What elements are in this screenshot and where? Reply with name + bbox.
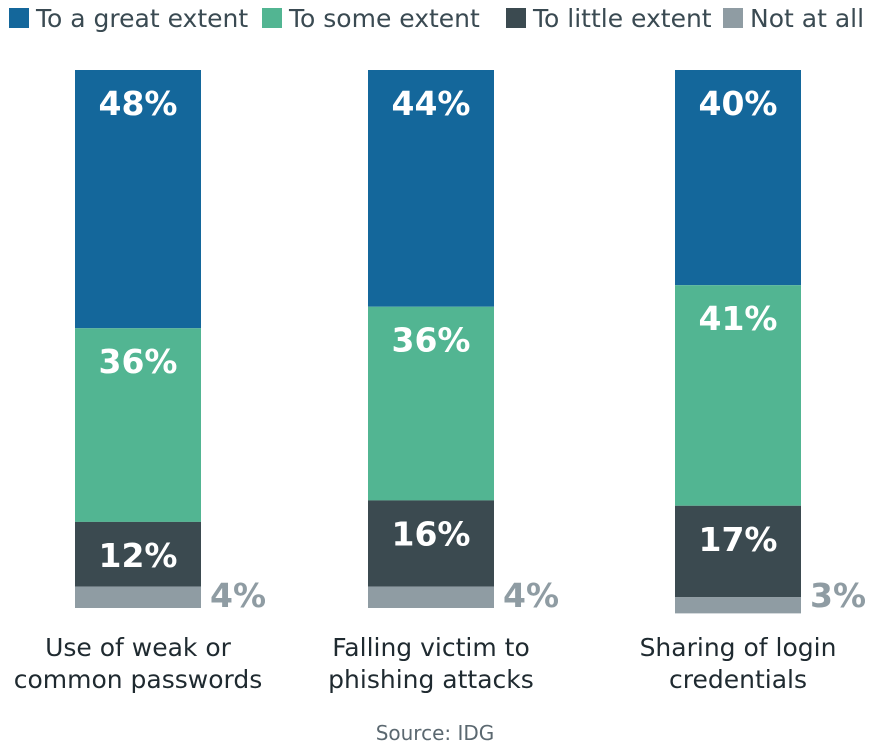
legend-label-1: To some extent xyxy=(288,4,480,33)
category-label-line: phishing attacks xyxy=(328,665,534,694)
legend: To a great extent To some extent To little… xyxy=(9,4,864,33)
category-label-line: Use of weak or xyxy=(45,633,232,662)
bar-segment-1-3 xyxy=(368,586,494,608)
category-label-0: Use of weak or common passwords xyxy=(14,633,263,694)
data-label-2-3: 3% xyxy=(810,576,866,615)
data-label-2-2: 17% xyxy=(699,520,778,559)
category-label-line: credentials xyxy=(669,665,807,694)
bar-segment-0-2 xyxy=(75,521,201,587)
data-label-0-3: 4% xyxy=(210,576,266,615)
category-label-line: Sharing of login xyxy=(640,633,837,662)
legend-swatch-2 xyxy=(506,8,526,28)
bar-segment-0-3 xyxy=(75,586,201,608)
bar-segment-2-0 xyxy=(675,70,801,286)
bar-segment-0-1 xyxy=(75,328,201,522)
category-label-line: Falling victim to xyxy=(332,633,530,662)
data-label-2-1: 41% xyxy=(699,299,778,338)
legend-label-3: Not at all xyxy=(750,4,864,33)
data-label-2-0: 40% xyxy=(699,84,778,123)
bars: 48% 36% 12% 4% 44% 36% 16% 4% 40% 41% 17% 3% xyxy=(75,70,866,615)
legend-swatch-1 xyxy=(262,8,282,28)
bar-segment-1-1 xyxy=(368,306,494,501)
bar-segment-1-2 xyxy=(368,500,494,587)
legend-swatch-0 xyxy=(9,8,29,28)
source-note: Source: IDG xyxy=(376,721,495,745)
legend-label-0: To a great extent xyxy=(35,4,248,33)
category-label-2: Sharing of login credentials xyxy=(640,633,837,694)
data-label-0-1: 36% xyxy=(99,342,178,381)
bar-segment-1-0 xyxy=(368,70,494,307)
category-label-1: Falling victim to phishing attacks xyxy=(328,633,534,694)
data-label-1-1: 36% xyxy=(392,321,471,360)
legend-swatch-3 xyxy=(723,8,743,28)
data-label-0-0: 48% xyxy=(99,84,178,123)
category-label-line: common passwords xyxy=(14,665,263,694)
data-label-1-2: 16% xyxy=(392,514,471,553)
category-labels: Use of weak or common passwords Falling vi… xyxy=(14,633,837,694)
bar-segment-2-1 xyxy=(675,285,801,506)
bar-segment-0-0 xyxy=(75,70,201,329)
bar-segment-2-2 xyxy=(675,505,801,598)
bar-segment-2-3 xyxy=(675,597,801,614)
legend-label-2: To little extent xyxy=(532,4,712,33)
data-label-1-3: 4% xyxy=(503,576,559,615)
data-label-1-0: 44% xyxy=(392,84,471,123)
data-label-0-2: 12% xyxy=(99,536,178,575)
